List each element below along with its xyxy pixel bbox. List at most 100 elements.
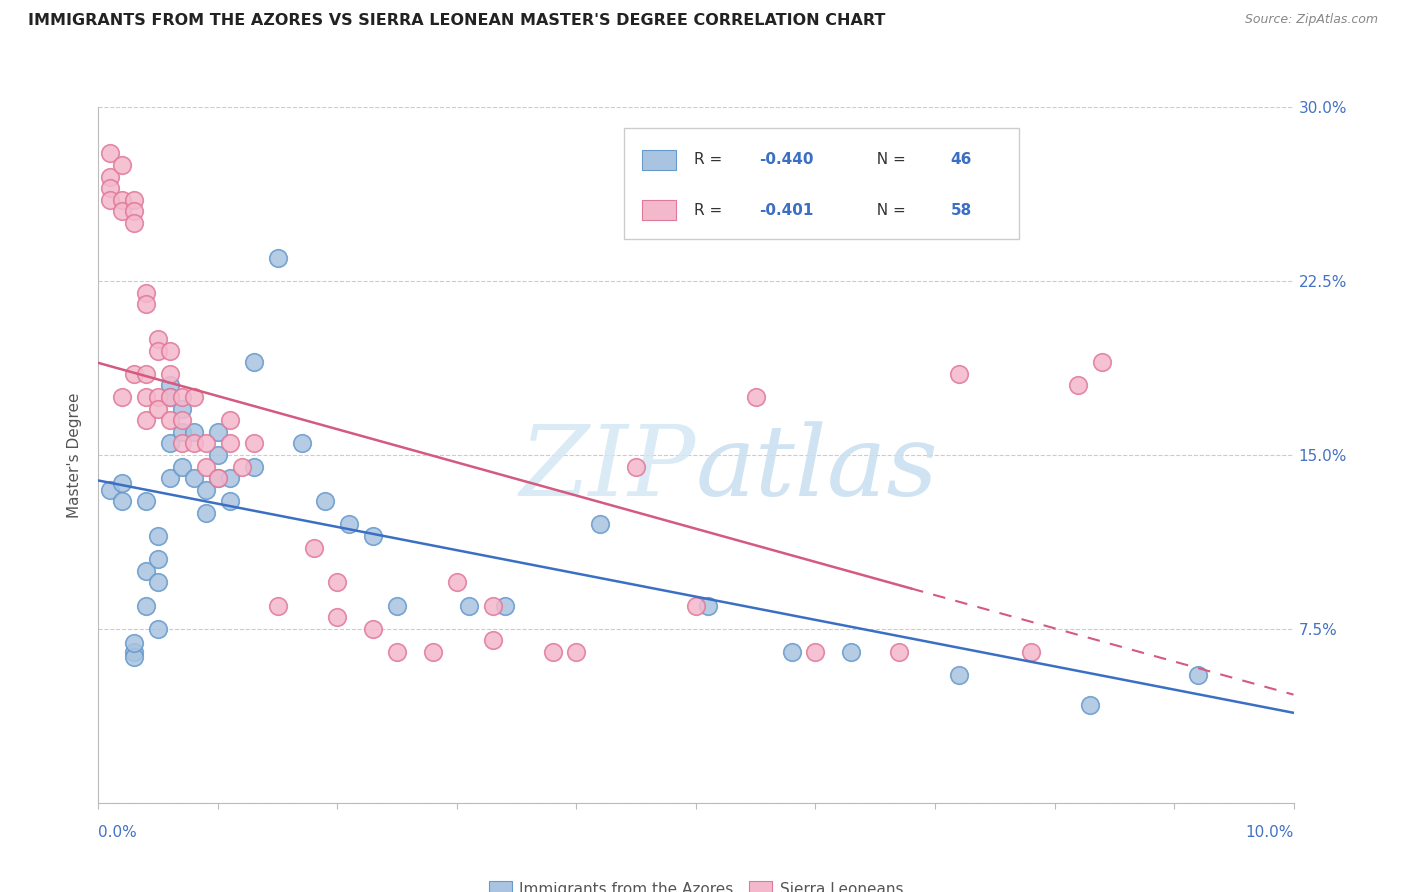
Point xyxy=(111,494,134,508)
Point xyxy=(124,649,146,664)
Point xyxy=(948,367,970,381)
Point xyxy=(195,459,218,474)
Point xyxy=(458,599,481,613)
Point xyxy=(100,169,122,184)
Point xyxy=(135,367,157,381)
Point xyxy=(100,146,122,161)
Point xyxy=(159,378,181,392)
Point xyxy=(159,367,181,381)
FancyBboxPatch shape xyxy=(643,150,676,169)
FancyBboxPatch shape xyxy=(643,201,676,219)
Point xyxy=(219,471,242,485)
Point xyxy=(111,475,134,490)
Point xyxy=(124,204,146,219)
Point xyxy=(195,506,218,520)
Y-axis label: Master's Degree: Master's Degree xyxy=(67,392,83,517)
Point xyxy=(948,668,970,682)
Point xyxy=(124,367,146,381)
Point xyxy=(159,343,181,358)
Point xyxy=(231,459,253,474)
Point xyxy=(135,564,157,578)
Point xyxy=(159,436,181,450)
Point xyxy=(494,599,516,613)
Point xyxy=(183,425,205,439)
Point xyxy=(172,401,194,416)
Point xyxy=(804,645,827,659)
Point xyxy=(363,622,385,636)
Text: ZIP: ZIP xyxy=(520,421,696,516)
Point xyxy=(135,494,157,508)
Point xyxy=(100,181,122,195)
Point xyxy=(291,436,314,450)
Point xyxy=(183,390,205,404)
Point xyxy=(541,645,564,659)
Point xyxy=(111,390,134,404)
Point xyxy=(481,599,505,613)
Point xyxy=(172,425,194,439)
Point xyxy=(889,645,911,659)
Point xyxy=(172,436,194,450)
Point xyxy=(148,332,170,346)
Text: 58: 58 xyxy=(950,202,972,218)
Point xyxy=(565,645,588,659)
FancyBboxPatch shape xyxy=(624,128,1018,239)
Point xyxy=(148,390,170,404)
Point xyxy=(745,390,768,404)
Point xyxy=(207,425,229,439)
Point xyxy=(111,158,134,172)
Point xyxy=(148,575,170,590)
Point xyxy=(124,645,146,659)
Point xyxy=(385,599,409,613)
Point xyxy=(159,413,181,427)
Point xyxy=(589,517,612,532)
Point xyxy=(1019,645,1042,659)
Point xyxy=(446,575,468,590)
Point xyxy=(363,529,385,543)
Point xyxy=(1187,668,1209,682)
Text: 0.0%: 0.0% xyxy=(98,825,138,840)
Point xyxy=(302,541,325,555)
Point xyxy=(780,645,803,659)
Point xyxy=(148,552,170,566)
Point xyxy=(111,204,134,219)
Text: N =: N = xyxy=(868,202,911,218)
Point xyxy=(267,599,290,613)
Point xyxy=(1067,378,1090,392)
Point xyxy=(1091,355,1114,369)
Point xyxy=(124,636,146,650)
Point xyxy=(207,448,229,462)
Point xyxy=(326,575,349,590)
Point xyxy=(100,193,122,207)
Point xyxy=(207,471,229,485)
Point xyxy=(100,483,122,497)
Text: atlas: atlas xyxy=(696,421,939,516)
Text: N =: N = xyxy=(868,153,911,168)
Point xyxy=(135,413,157,427)
Point xyxy=(148,622,170,636)
Legend: Immigrants from the Azores, Sierra Leoneans: Immigrants from the Azores, Sierra Leone… xyxy=(482,875,910,892)
Point xyxy=(626,459,648,474)
Point xyxy=(159,390,181,404)
Point xyxy=(135,285,157,300)
Text: -0.401: -0.401 xyxy=(759,202,814,218)
Point xyxy=(159,390,181,404)
Point xyxy=(481,633,505,648)
Point xyxy=(124,193,146,207)
Point xyxy=(172,390,194,404)
Point xyxy=(148,343,170,358)
Point xyxy=(219,494,242,508)
Point xyxy=(135,390,157,404)
Point xyxy=(183,471,205,485)
Point xyxy=(207,471,229,485)
Point xyxy=(326,610,349,624)
Point xyxy=(339,517,360,532)
Text: 10.0%: 10.0% xyxy=(1246,825,1294,840)
Text: R =: R = xyxy=(693,202,727,218)
Point xyxy=(135,599,157,613)
Point xyxy=(219,436,242,450)
Point xyxy=(219,413,242,427)
Point xyxy=(195,483,218,497)
Point xyxy=(315,494,337,508)
Point xyxy=(183,436,205,450)
Point xyxy=(195,436,218,450)
